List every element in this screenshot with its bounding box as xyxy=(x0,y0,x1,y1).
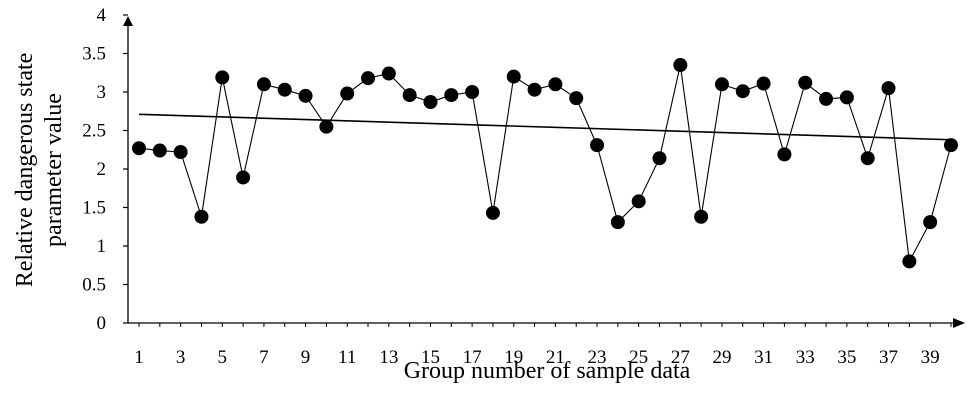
y-axis: 0 0.5 1 1.5 2 2.5 3 3.5 4 xyxy=(82,5,133,334)
series-group xyxy=(132,58,958,269)
x-tick-label: 21 xyxy=(546,347,565,368)
y-tick-label: 2 xyxy=(97,159,107,180)
data-point xyxy=(902,254,917,269)
trendline xyxy=(138,113,952,141)
data-point xyxy=(943,138,958,153)
x-tick-label: 27 xyxy=(671,347,690,368)
x-tick-label: 31 xyxy=(754,347,773,368)
y-tick-label: 3.5 xyxy=(82,44,106,65)
y-axis-title-line: Relative dangerous state xyxy=(12,53,38,288)
data-point xyxy=(319,119,334,134)
data-point xyxy=(298,88,313,103)
data-point xyxy=(152,143,167,158)
data-point xyxy=(236,170,251,185)
series-line xyxy=(138,64,952,264)
data-point xyxy=(173,145,188,160)
x-axis-title: Group number of sample data xyxy=(404,358,691,384)
y-tick-label: 3 xyxy=(97,82,107,103)
x-tick-label: 19 xyxy=(504,347,523,368)
y-tick-label: 0.5 xyxy=(82,275,106,296)
x-tick-label: 29 xyxy=(712,347,731,368)
data-point xyxy=(215,70,230,85)
x-tick-label: 7 xyxy=(259,347,269,368)
x-tick-label: 37 xyxy=(879,347,898,368)
x-tick-label: 25 xyxy=(629,347,648,368)
y-tick-label: 2.5 xyxy=(82,121,106,142)
data-point xyxy=(735,84,750,99)
data-point xyxy=(506,69,521,84)
data-point xyxy=(860,151,875,166)
y-axis-arrow xyxy=(123,16,133,26)
data-point xyxy=(340,86,355,101)
x-tick-label: 5 xyxy=(218,347,228,368)
data-point xyxy=(569,91,584,106)
data-point xyxy=(548,77,563,92)
data-point xyxy=(402,88,417,103)
data-point xyxy=(610,215,625,230)
data-point xyxy=(839,90,854,105)
y-tick-label: 4 xyxy=(97,5,107,26)
x-tick-label: 1 xyxy=(134,347,144,368)
data-point xyxy=(194,209,209,224)
data-point xyxy=(923,215,938,230)
y-tick-label: 1 xyxy=(97,236,107,257)
data-point xyxy=(485,205,500,220)
data-point xyxy=(798,75,813,90)
trendline-group xyxy=(138,113,952,141)
data-point xyxy=(132,141,146,156)
x-tick-label: 23 xyxy=(588,347,607,368)
x-axis: 1 3 5 7 9 11 13 15 17 19 21 23 25 27 29 31 33 35 37 39 xyxy=(128,318,965,368)
data-point xyxy=(756,76,771,91)
x-tick-label: 11 xyxy=(338,347,356,368)
data-point xyxy=(361,71,376,86)
x-tick-label: 35 xyxy=(837,347,856,368)
data-point xyxy=(590,138,605,153)
data-point xyxy=(423,95,438,110)
data-point xyxy=(777,147,792,162)
data-point xyxy=(465,85,480,99)
x-tick-label: 15 xyxy=(421,347,440,368)
data-point xyxy=(652,151,667,166)
y-axis-title: Relative dangerous state parameter value xyxy=(12,53,67,288)
x-axis-arrow xyxy=(953,318,965,328)
x-tick-label: 9 xyxy=(301,347,311,368)
y-tick-label: 0 xyxy=(97,313,107,334)
data-point xyxy=(881,81,896,96)
y-axis-title-line: parameter value xyxy=(41,93,67,247)
x-tick-label: 13 xyxy=(379,347,398,368)
data-point xyxy=(673,58,688,73)
data-point xyxy=(256,77,271,92)
x-tick-label: 39 xyxy=(921,347,940,368)
data-point xyxy=(444,88,459,103)
x-tick-label: 17 xyxy=(463,347,482,368)
data-point xyxy=(819,91,834,106)
data-point xyxy=(527,82,542,97)
data-point xyxy=(631,194,646,209)
data-point xyxy=(277,82,292,97)
x-tick-label: 3 xyxy=(176,347,186,368)
data-point xyxy=(714,77,729,92)
y-tick-label: 1.5 xyxy=(82,198,106,219)
x-tick-label: 33 xyxy=(796,347,815,368)
data-point xyxy=(694,209,709,224)
data-point xyxy=(381,66,396,81)
